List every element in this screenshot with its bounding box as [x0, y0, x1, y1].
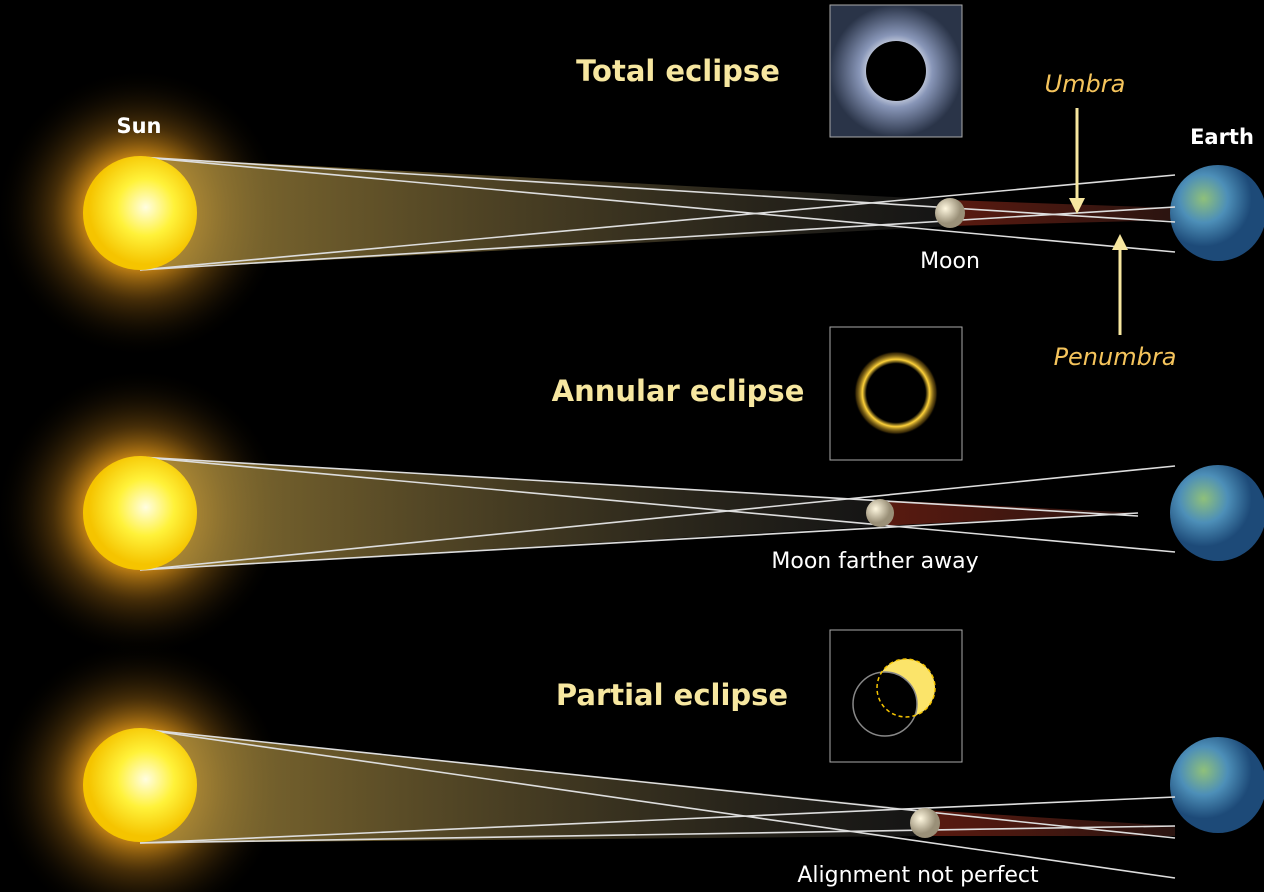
sun [83, 728, 197, 842]
earth [1170, 465, 1264, 561]
sun-label: Sun [116, 114, 161, 138]
eclipse-diagram: Total eclipse Sun Earth Moon Umbra Penum… [0, 0, 1264, 892]
moon [910, 808, 940, 838]
sun [83, 156, 197, 270]
panel-title: Annular eclipse [552, 374, 805, 408]
earth-label: Earth [1190, 125, 1254, 149]
sun [83, 456, 197, 570]
penumbra-label: Penumbra [1054, 343, 1177, 371]
inset-ring [854, 351, 938, 435]
inset-moon [866, 41, 926, 101]
inset-moon [853, 672, 917, 736]
moon-label: Moon [920, 249, 980, 274]
moon [866, 499, 894, 527]
umbra-label: Umbra [1045, 70, 1126, 98]
earth [1170, 737, 1264, 833]
panel-caption: Alignment not perfect [797, 863, 1039, 888]
panel-title: Partial eclipse [556, 678, 788, 712]
panel-title: Total eclipse [576, 54, 780, 88]
moon [935, 198, 965, 228]
panel-caption: Moon farther away [771, 549, 978, 574]
earth [1170, 165, 1264, 261]
